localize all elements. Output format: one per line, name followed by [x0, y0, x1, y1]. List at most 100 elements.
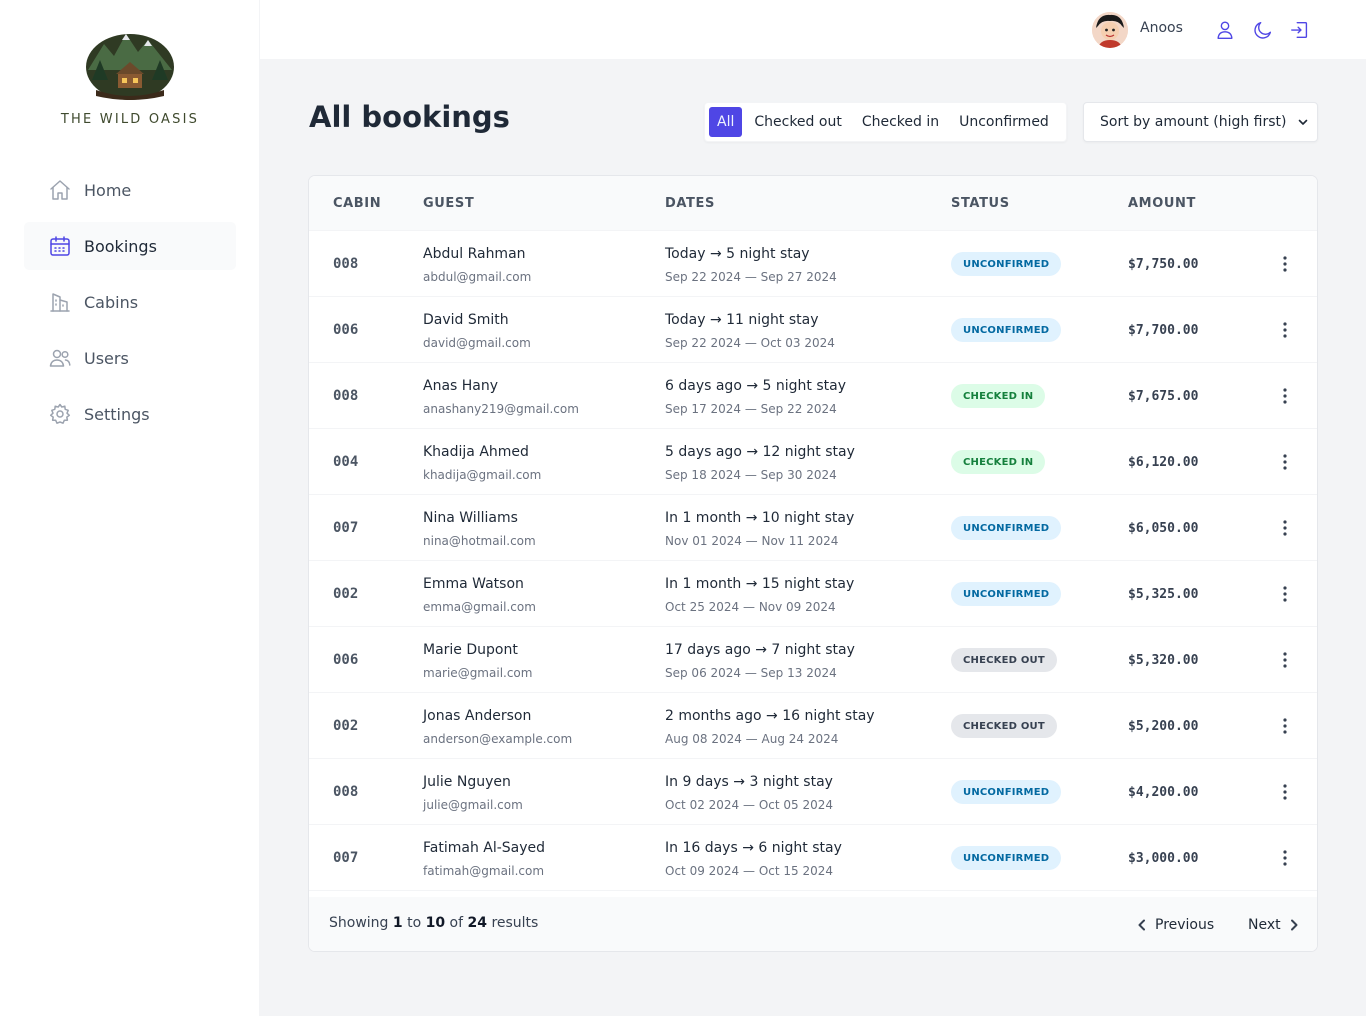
- row-menu-button[interactable]: [1275, 320, 1295, 340]
- sidebar-item-label: Settings: [84, 404, 150, 424]
- cabin-number: 004: [333, 454, 359, 470]
- guest-name: Abdul Rahman: [423, 246, 526, 262]
- users-icon: [49, 349, 71, 367]
- sidebar-item-label: Users: [84, 348, 129, 368]
- row-menu-button[interactable]: [1275, 386, 1295, 406]
- cabin-number: 008: [333, 784, 359, 800]
- table-row: 002 Jonas Anderson anderson@example.com 2 m…: [309, 693, 1317, 759]
- more-vertical-icon: [1283, 322, 1287, 338]
- row-menu-button[interactable]: [1275, 452, 1295, 472]
- row-menu-button[interactable]: [1275, 716, 1295, 736]
- table-row: 006 Marie Dupont marie@gmail.com 17 days ag…: [309, 627, 1317, 693]
- guest-name: Emma Watson: [423, 576, 524, 592]
- table-row: 007 Fatimah Al-Sayed fatimah@gmail.com In 1…: [309, 825, 1317, 891]
- date-range: Sep 22 2024 — Oct 03 2024: [665, 336, 835, 350]
- stay-summary: In 9 days → 3 night stay: [665, 774, 833, 790]
- table-row: 002 Emma Watson emma@gmail.com In 1 month →…: [309, 561, 1317, 627]
- row-menu-button[interactable]: [1275, 518, 1295, 538]
- next-page-button[interactable]: Next: [1248, 911, 1301, 939]
- table-header: CABIN GUEST DATES STATUS AMOUNT: [309, 176, 1317, 231]
- guest-name: Khadija Ahmed: [423, 444, 529, 460]
- home-icon: [50, 180, 70, 200]
- table-row: 004 Khadija Ahmed khadija@gmail.com 5 days …: [309, 429, 1317, 495]
- more-vertical-icon: [1283, 586, 1287, 602]
- table-row: 008 Anas Hany anashany219@gmail.com 6 days …: [309, 363, 1317, 429]
- brand-name: THE WILD OASIS: [60, 112, 200, 127]
- previous-label: Previous: [1155, 917, 1215, 933]
- more-vertical-icon: [1283, 388, 1287, 404]
- booking-amount: $5,200.00: [1128, 719, 1199, 734]
- sidebar-item-cabins[interactable]: Cabins: [24, 278, 236, 326]
- row-menu-button[interactable]: [1275, 254, 1295, 274]
- sidebar-item-label: Cabins: [84, 292, 139, 312]
- more-vertical-icon: [1283, 652, 1287, 668]
- results-total: 24: [467, 915, 487, 931]
- cabin-number: 007: [333, 520, 359, 536]
- sort-select-value: Sort by amount (high first): [1100, 114, 1287, 130]
- sidebar-item-label: Bookings: [84, 236, 157, 256]
- guest-email: marie@gmail.com: [423, 666, 533, 680]
- guest-email: nina@hotmail.com: [423, 534, 536, 548]
- sort-select[interactable]: Sort by amount (high first): [1083, 102, 1318, 142]
- cabin-number: 008: [333, 388, 359, 404]
- sidebar-item-settings[interactable]: Settings: [24, 390, 236, 438]
- previous-page-button[interactable]: Previous: [1135, 911, 1214, 939]
- guest-name: Fatimah Al-Sayed: [423, 840, 546, 856]
- status-badge: UNCONFIRMED: [951, 846, 1062, 870]
- table-row: 007 Nina Williams nina@hotmail.com In 1 mon…: [309, 495, 1317, 561]
- table-row: 008 Abdul Rahman abdul@gmail.com Today → 5 …: [309, 231, 1317, 297]
- chevron-down-icon: [1298, 119, 1308, 125]
- dark-mode-toggle[interactable]: [1252, 19, 1274, 41]
- sidebar-item-home[interactable]: Home: [24, 166, 236, 214]
- column-header-cabin: CABIN: [333, 196, 382, 211]
- date-range: Sep 22 2024 — Sep 27 2024: [665, 270, 837, 284]
- filter-checked-out-button[interactable]: Checked out: [754, 114, 842, 130]
- status-badge: CHECKED IN: [951, 450, 1046, 474]
- status-badge: CHECKED OUT: [951, 648, 1057, 672]
- results-from: 1: [392, 915, 403, 931]
- gear-icon: [49, 403, 71, 424]
- filter-all-button[interactable]: All: [709, 107, 743, 137]
- cabin-number: 007: [333, 850, 359, 866]
- row-menu-button[interactable]: [1275, 848, 1295, 868]
- more-vertical-icon: [1283, 784, 1287, 800]
- bookings-table: CABIN GUEST DATES STATUS AMOUNT 008 Abdul…: [308, 175, 1318, 952]
- more-vertical-icon: [1283, 850, 1287, 866]
- chevron-right-icon: [1290, 919, 1298, 931]
- avatar-image: [1092, 12, 1128, 48]
- cabin-number: 008: [333, 256, 359, 272]
- building-icon: [50, 293, 70, 312]
- status-badge: UNCONFIRMED: [951, 252, 1062, 276]
- stay-summary: 5 days ago → 12 night stay: [665, 444, 855, 460]
- cabin-number: 006: [333, 322, 359, 338]
- logo-image: [86, 34, 174, 100]
- sidebar: THE WILD OASIS Home Bookings Cabins User…: [0, 0, 260, 1016]
- row-menu-button[interactable]: [1275, 650, 1295, 670]
- sidebar-item-bookings[interactable]: Bookings: [24, 222, 236, 270]
- cabin-number: 002: [333, 718, 359, 734]
- filter-checked-in-button[interactable]: Checked in: [861, 114, 940, 130]
- stay-summary: In 1 month → 15 night stay: [665, 576, 855, 592]
- date-range: Oct 09 2024 — Oct 15 2024: [665, 864, 833, 878]
- date-range: Oct 25 2024 — Nov 09 2024: [665, 600, 836, 614]
- sidebar-item-label: Home: [84, 180, 132, 200]
- date-range: Sep 18 2024 — Sep 30 2024: [665, 468, 837, 482]
- more-vertical-icon: [1283, 718, 1287, 734]
- booking-amount: $4,200.00: [1128, 785, 1199, 800]
- stay-summary: Today → 11 night stay: [665, 312, 819, 328]
- logo: [86, 30, 174, 100]
- avatar[interactable]: [1092, 12, 1128, 48]
- calendar-icon: [50, 236, 70, 256]
- results-prefix: Showing: [329, 915, 389, 931]
- row-menu-button[interactable]: [1275, 782, 1295, 802]
- sidebar-item-users[interactable]: Users: [24, 334, 236, 382]
- username: Anoos: [1140, 20, 1183, 36]
- account-button[interactable]: [1214, 19, 1236, 41]
- date-range: Sep 17 2024 — Sep 22 2024: [665, 402, 837, 416]
- row-menu-button[interactable]: [1275, 584, 1295, 604]
- booking-amount: $6,120.00: [1128, 455, 1199, 470]
- logout-button[interactable]: [1289, 19, 1311, 41]
- filter-unconfirmed-button[interactable]: Unconfirmed: [959, 114, 1049, 130]
- guest-name: Julie Nguyen: [423, 774, 511, 790]
- column-header-amount: AMOUNT: [1128, 196, 1196, 211]
